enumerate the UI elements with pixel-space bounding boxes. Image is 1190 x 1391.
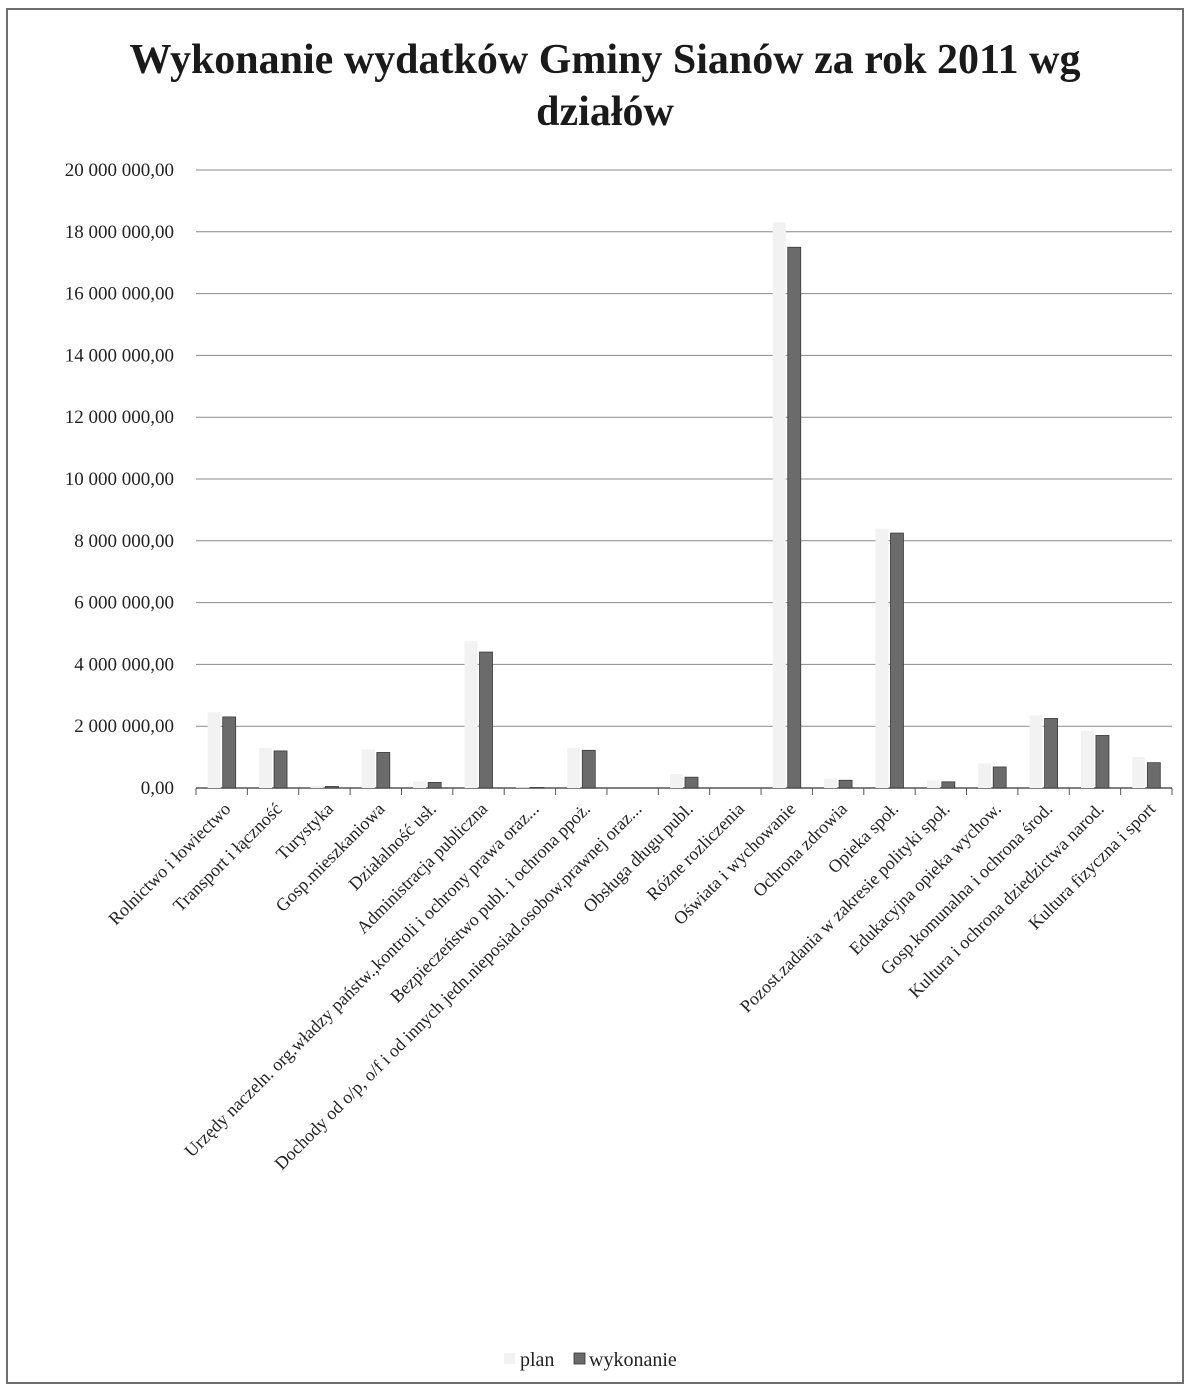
bar-wykonanie xyxy=(376,752,391,789)
legend-swatch-plan xyxy=(504,1353,515,1364)
legend-label-wykonanie: wykonanie xyxy=(589,1349,677,1371)
chart-title: Wykonanie wydatków Gminy Sianów za rok 2… xyxy=(129,37,1081,135)
chart-frame xyxy=(6,8,1184,1384)
bar-wykonanie xyxy=(1146,762,1161,789)
y-tick-label: 12 000 000,00 xyxy=(65,407,174,428)
bar-plan xyxy=(413,781,427,788)
bar-plan xyxy=(1132,757,1146,788)
bar-plan xyxy=(361,749,375,788)
y-tick-label: 10 000 000,00 xyxy=(65,469,174,490)
y-tick-label: 2 000 000,00 xyxy=(74,716,174,737)
bar-plan xyxy=(1080,730,1094,788)
bar-plan xyxy=(1029,715,1043,788)
bar-wykonanie xyxy=(1095,735,1110,789)
y-tick-label: 6 000 000,00 xyxy=(74,593,174,614)
y-tick-label: 4 000 000,00 xyxy=(74,654,174,675)
bar-plan xyxy=(259,747,273,788)
bar-plan xyxy=(567,747,581,788)
bar-plan xyxy=(978,763,992,788)
bar-wykonanie xyxy=(222,716,237,789)
legend-swatch-wykonanie xyxy=(573,1352,586,1365)
bar-plan xyxy=(875,528,889,788)
bar-wykonanie xyxy=(890,532,904,789)
bar-plan xyxy=(824,778,838,788)
bar-plan xyxy=(670,774,683,788)
bar-wykonanie xyxy=(427,782,442,789)
y-tick-label: 18 000 000,00 xyxy=(65,222,174,243)
bar-wykonanie xyxy=(684,776,699,789)
x-category-label: Ochrona zdrowia xyxy=(749,799,851,901)
bar-wykonanie xyxy=(787,246,802,789)
y-tick-label: 0,00 xyxy=(141,778,174,799)
bar-plan xyxy=(772,222,786,788)
bar-wykonanie xyxy=(941,781,956,789)
bar-plan xyxy=(926,780,940,788)
bar-wykonanie xyxy=(325,786,339,789)
bar-wykonanie xyxy=(838,779,853,789)
bar-wykonanie xyxy=(1044,718,1058,789)
bar-wykonanie xyxy=(479,651,493,789)
y-tick-label: 8 000 000,00 xyxy=(74,531,174,552)
bar-wykonanie xyxy=(992,766,1007,789)
legend-label-plan: plan xyxy=(520,1349,554,1371)
bar-plan xyxy=(515,787,529,788)
bar-plan xyxy=(310,786,324,788)
bar-wykonanie xyxy=(273,750,288,789)
bar-plan xyxy=(207,712,221,788)
y-tick-label: 20 000 000,00 xyxy=(65,160,174,181)
bar-wykonanie xyxy=(581,749,596,789)
bar-plan xyxy=(464,641,478,788)
y-tick-label: 16 000 000,00 xyxy=(65,284,174,305)
y-tick-label: 14 000 000,00 xyxy=(65,345,174,366)
